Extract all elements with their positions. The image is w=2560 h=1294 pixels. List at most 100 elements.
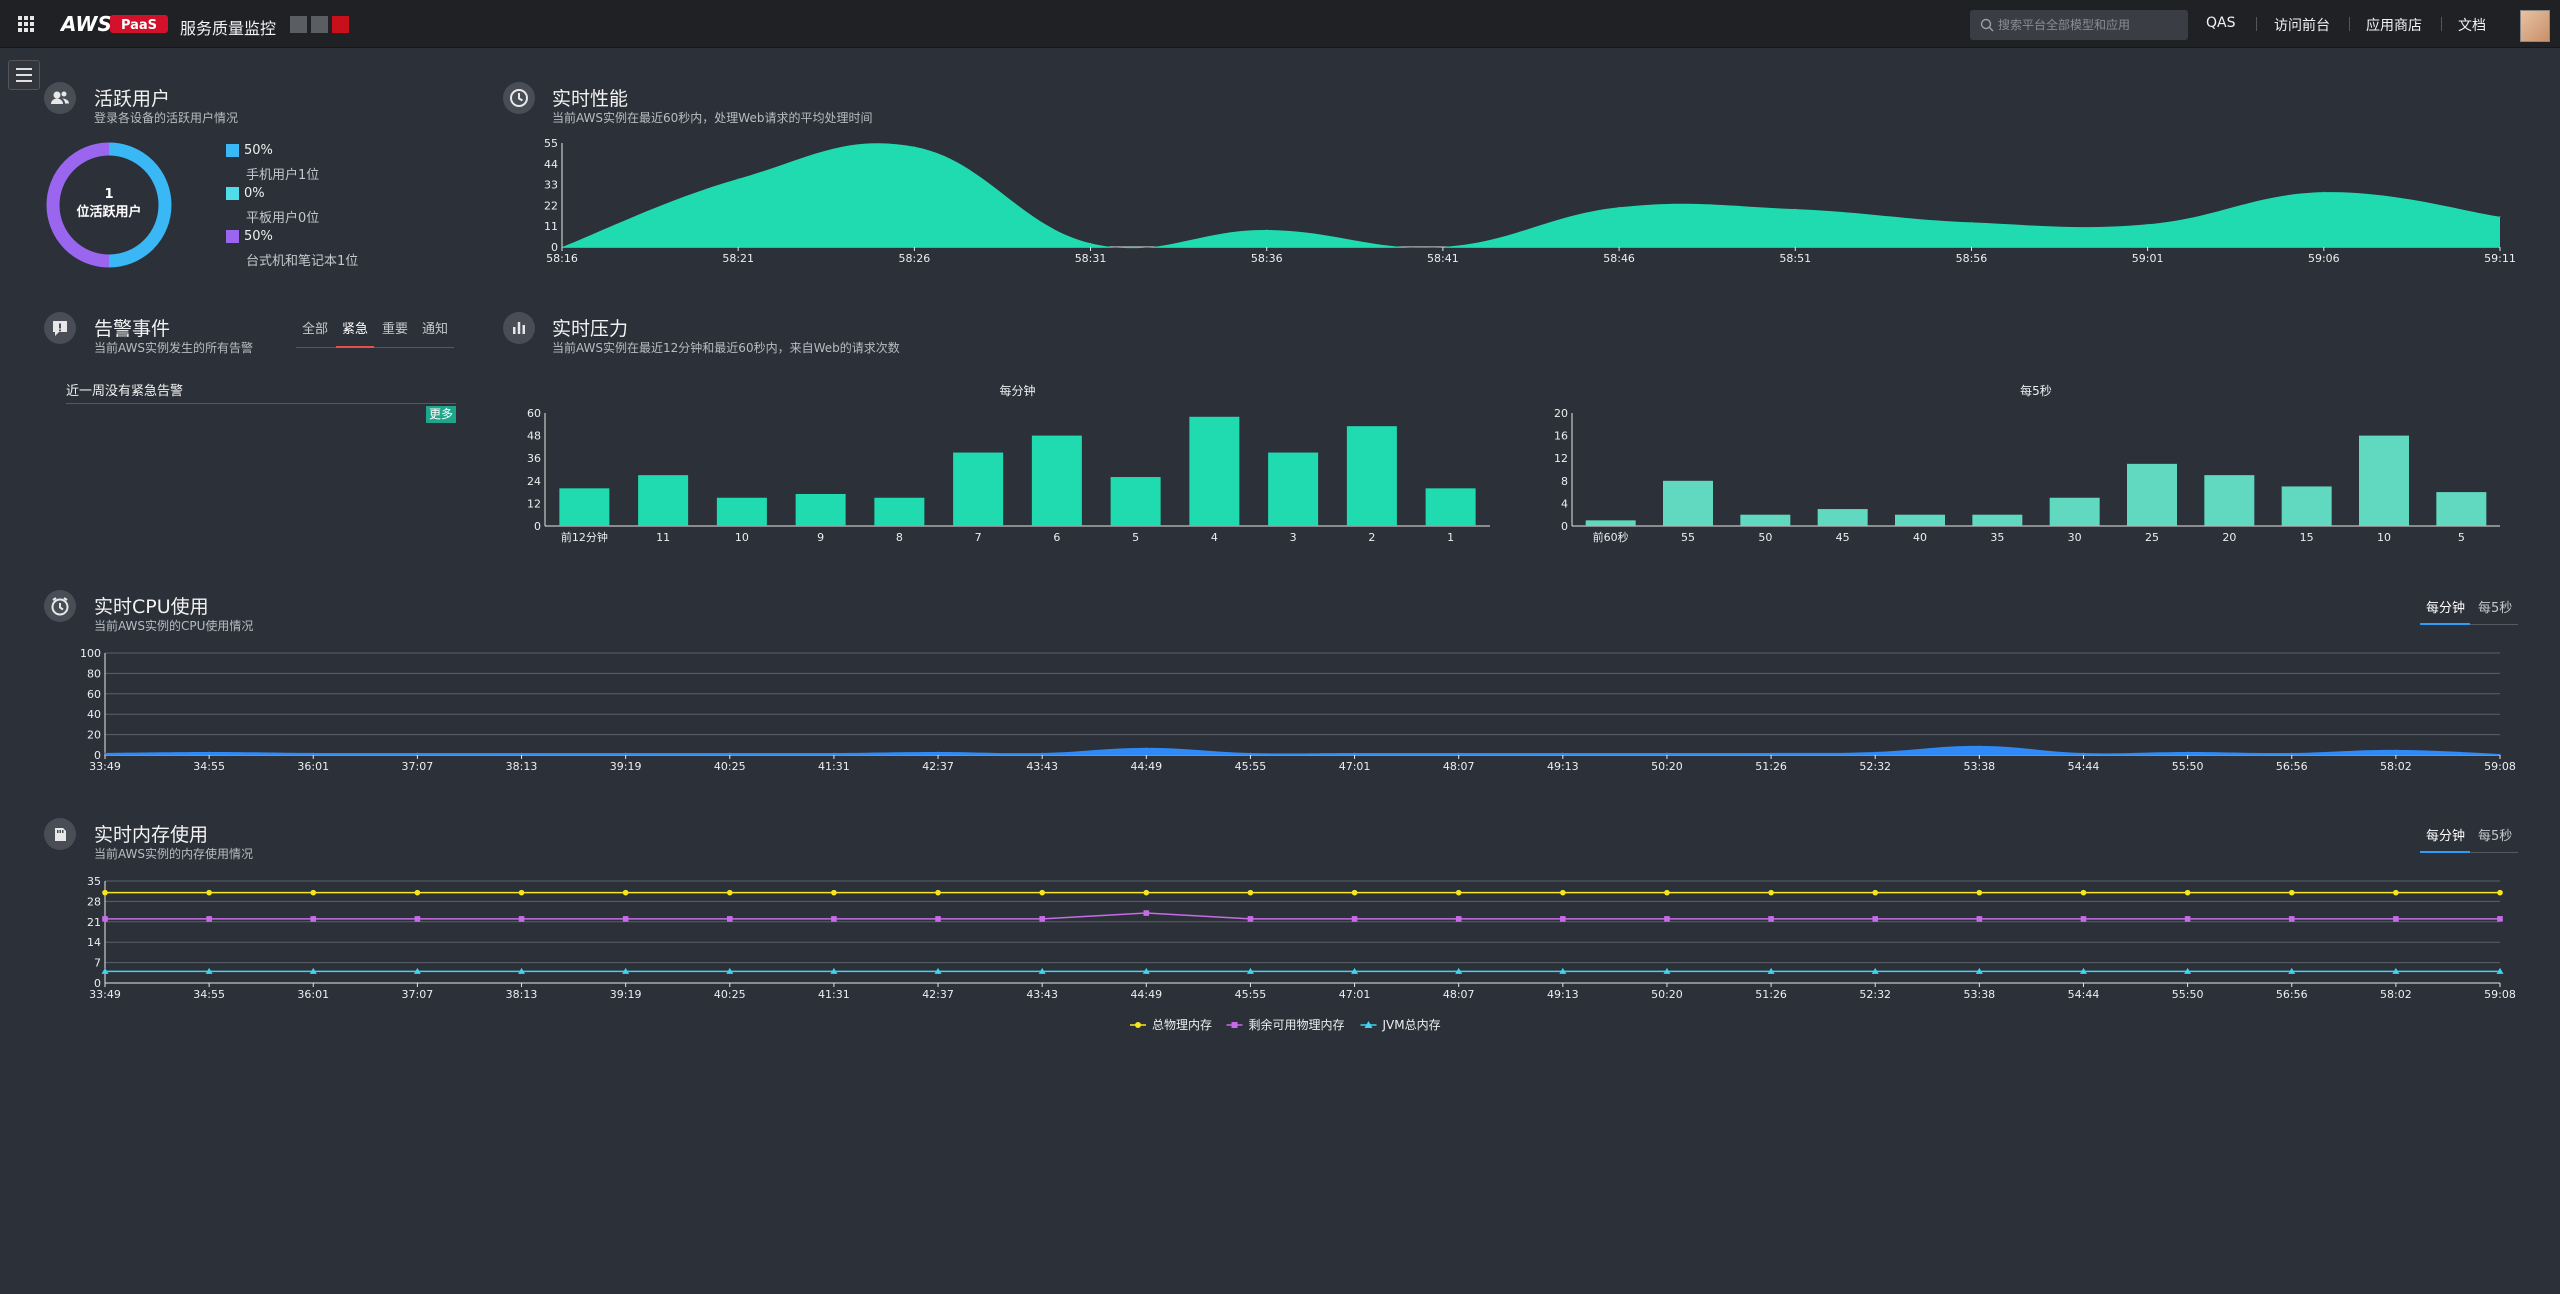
search-icon: [1980, 18, 1994, 32]
x-tick-label: 58:51: [1779, 252, 1811, 265]
alert-tab-urgent[interactable]: 紧急: [342, 322, 369, 337]
x-tick-label: 58:46: [1603, 252, 1635, 265]
alert-tab-all[interactable]: 全部: [302, 322, 329, 337]
memory-point: [2184, 967, 2192, 974]
x-tick-label: 37:07: [402, 760, 434, 773]
cpu-point: [1770, 752, 1772, 754]
x-tick-label: 38:13: [506, 760, 538, 773]
memory-point: [1872, 889, 1879, 896]
memory-point: [726, 916, 733, 922]
x-tick-label: 50: [1758, 531, 1772, 544]
y-tick-label: 35: [87, 875, 101, 888]
memory-point: [2393, 916, 2399, 922]
x-tick-label: 53:38: [1963, 760, 1995, 773]
alert-tab-notice[interactable]: 通知: [422, 322, 449, 337]
x-tick-label: 20: [2222, 531, 2236, 544]
memory-tab-5s[interactable]: 每5秒: [2478, 829, 2513, 844]
y-tick-label: 7: [94, 957, 101, 970]
memory-point: [1351, 916, 1358, 922]
cpu-point: [1249, 752, 1251, 754]
x-tick-label: 58:36: [1251, 252, 1283, 265]
memory-point: [1663, 967, 1671, 974]
x-tick-label: 44:49: [1130, 760, 1162, 773]
cpu-tab-minute[interactable]: 每分钟: [2426, 601, 2466, 616]
performance-point: [2323, 191, 2325, 193]
x-tick-label: 48:07: [1443, 760, 1475, 773]
performance-point: [2147, 223, 2149, 225]
color-square[interactable]: [311, 16, 328, 33]
nav-docs[interactable]: 文档: [2458, 18, 2486, 34]
color-square[interactable]: [332, 16, 349, 33]
memory-point: [1247, 889, 1254, 896]
legend-swatch: [226, 144, 239, 157]
memory-point: [1455, 967, 1463, 974]
nav-divider: [2256, 17, 2257, 31]
x-tick-label: 前60秒: [1593, 530, 1629, 544]
x-tick-label: 5: [1132, 531, 1139, 544]
x-tick-label: 47:01: [1339, 760, 1371, 773]
pressure_minute-bar: [1346, 426, 1397, 526]
y-tick-label: 8: [1561, 475, 1568, 488]
pressure_5s-bar: [2204, 475, 2255, 526]
pressure_5s-bar: [1972, 514, 2023, 526]
x-tick-label: 54:44: [2068, 760, 2100, 773]
x-tick-label: 45:55: [1235, 988, 1267, 1001]
aws-paas-logo[interactable]: AWS PaaS: [60, 11, 170, 37]
x-tick-label: 59:01: [2132, 252, 2164, 265]
memory-tab-minute[interactable]: 每分钟: [2426, 829, 2466, 844]
more-alerts-button[interactable]: 更多: [426, 406, 456, 423]
cpu-tab-5s[interactable]: 每5秒: [2478, 601, 2513, 616]
x-tick-label: 34:55: [193, 988, 225, 1001]
memory-point: [1246, 967, 1254, 974]
pressure_minute-bar: [1110, 477, 1161, 526]
legend-percent: 50%: [244, 143, 273, 158]
memory-point: [2184, 889, 2191, 896]
x-tick-label: 39:19: [610, 988, 642, 1001]
hamburger-icon: [16, 68, 32, 82]
x-tick-label: 47:01: [1339, 988, 1371, 1001]
x-tick-label: 6: [1053, 531, 1060, 544]
cpu-point: [1354, 752, 1356, 754]
x-tick-label: 25: [2145, 531, 2159, 544]
pressure_5s-bar: [2127, 463, 2177, 526]
search-box[interactable]: [1970, 10, 2188, 40]
x-tick-label: 40: [1913, 531, 1927, 544]
nav-qas[interactable]: QAS: [2206, 15, 2236, 31]
nav-divider: [2349, 17, 2350, 31]
memory-point: [1664, 889, 1670, 896]
memory-point: [102, 889, 108, 896]
cpu-active-tab-indicator: [2420, 623, 2470, 625]
x-tick-label: 53:38: [1963, 988, 1995, 1001]
performance-point: [1970, 221, 1972, 223]
memory-point: [935, 916, 941, 922]
alerts-title: 告警事件: [94, 318, 171, 340]
cpu-point: [2187, 751, 2189, 753]
memory-point: [1038, 967, 1046, 974]
nav-app-store[interactable]: 应用商店: [2366, 18, 2422, 34]
alerts-subtitle: 当前AWS实例发生的所有告警: [94, 341, 254, 355]
pressure_5s-bar: [2049, 497, 2100, 526]
memory-point: [1664, 916, 1670, 922]
nav-portal[interactable]: 访问前台: [2274, 18, 2330, 34]
app-grid-icon[interactable]: [16, 14, 36, 34]
active-users-donut: [46, 142, 172, 268]
menu-toggle-button[interactable]: [8, 60, 40, 90]
pressure_minute-bar: [953, 452, 1004, 526]
cpu-point: [521, 752, 523, 754]
alert-tab-important[interactable]: 重要: [382, 322, 409, 337]
pressure_minute-bar: [874, 497, 925, 526]
x-tick-label: 59:11: [2484, 252, 2516, 265]
memory-point: [1351, 889, 1358, 896]
y-tick-label: 44: [544, 158, 558, 171]
legend-marker: [1231, 1022, 1238, 1028]
memory-point: [1247, 916, 1254, 922]
user-avatar[interactable]: [2520, 10, 2550, 42]
x-tick-label: 50:20: [1651, 988, 1683, 1001]
search-input[interactable]: [1998, 10, 2183, 40]
alerts-divider: [66, 403, 456, 404]
y-tick-label: 16: [1554, 430, 1568, 443]
color-square[interactable]: [290, 16, 307, 33]
active-users-count: 1: [104, 187, 114, 202]
x-tick-label: 43:43: [1026, 988, 1058, 1001]
